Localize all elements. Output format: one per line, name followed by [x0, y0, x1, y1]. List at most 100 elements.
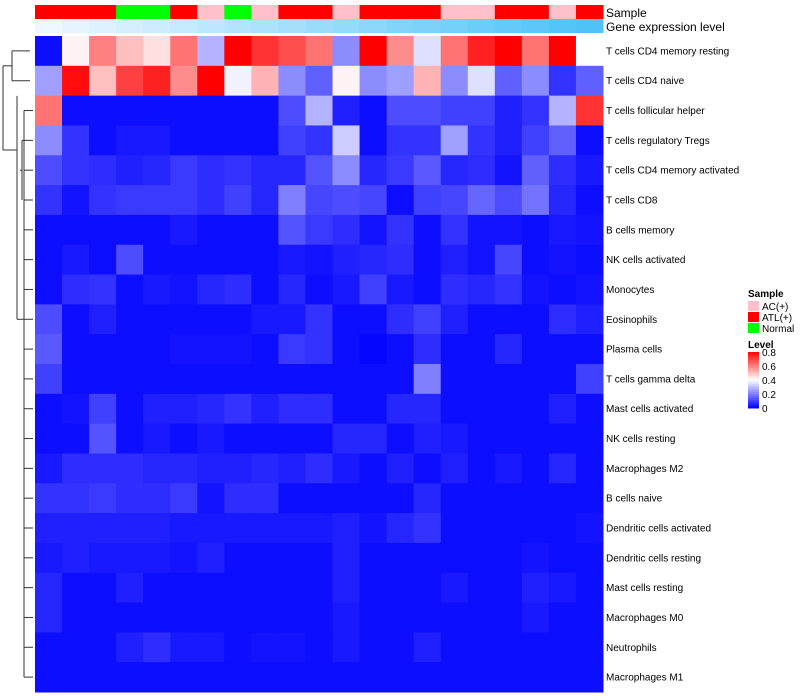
heatmap-cell	[440, 453, 469, 484]
heatmap-cell	[467, 393, 496, 425]
heatmap-cell	[116, 423, 144, 454]
heatmap-cell	[467, 95, 496, 126]
heatmap-cell	[521, 125, 550, 156]
sample-annotation-cell	[251, 5, 279, 19]
heatmap-cell	[224, 513, 252, 544]
heatmap-cell	[440, 423, 469, 454]
heatmap-cell	[251, 65, 279, 97]
row-label: T cells CD4 memory activated	[606, 166, 739, 177]
gene-expression-annotation-label: Gene expression level	[606, 20, 725, 34]
heatmap-cell	[494, 453, 523, 484]
heatmap-cell	[359, 214, 388, 246]
row-label: T cells gamma delta	[606, 374, 696, 385]
sample-annotation-cell	[197, 5, 225, 19]
heatmap-cell	[35, 36, 63, 67]
heatmap-cell	[332, 274, 361, 305]
heatmap-cell	[197, 185, 225, 216]
heatmap-cell	[278, 95, 306, 126]
heatmap-cell	[251, 453, 279, 484]
row-label: NK cells activated	[606, 255, 685, 266]
heatmap-cell	[467, 513, 496, 544]
heatmap-cell	[332, 453, 361, 484]
heatmap-cell	[224, 483, 252, 514]
heatmap-cell	[440, 393, 469, 425]
heatmap-cell	[332, 572, 361, 604]
heatmap-cell	[494, 244, 523, 276]
heatmap-cell	[575, 185, 604, 216]
heatmap-cell	[251, 95, 279, 126]
heatmap-cell	[413, 274, 442, 305]
heatmap-cell	[170, 483, 198, 514]
heatmap-cell	[359, 602, 388, 633]
row-label: Mast cells activated	[606, 404, 693, 415]
heatmap-cell	[467, 155, 496, 186]
heatmap-cell	[251, 185, 279, 216]
heatmap-cell	[116, 662, 144, 693]
heatmap-cell	[494, 185, 523, 216]
heatmap-cell	[35, 364, 63, 395]
heatmap-cell	[494, 662, 523, 693]
heatmap-cell	[386, 513, 415, 544]
heatmap-cell	[143, 364, 171, 395]
heatmap-cell	[521, 662, 550, 693]
level-legend-tick: 0.8	[762, 348, 776, 359]
heatmap-cell	[89, 125, 117, 156]
heatmap-cell	[332, 214, 361, 246]
heatmap-cell	[494, 602, 523, 633]
heatmap-cell	[89, 513, 117, 544]
heatmap-cell	[359, 125, 388, 156]
gene-expression-annotation-cell	[116, 19, 144, 33]
heatmap-cell	[278, 602, 306, 633]
heatmap-cell	[521, 423, 550, 454]
heatmap-cell	[359, 364, 388, 395]
heatmap-cell	[116, 602, 144, 633]
heatmap-cell	[116, 304, 144, 335]
gene-expression-annotation-cell	[305, 19, 334, 33]
heatmap-cell	[62, 632, 90, 663]
heatmap-cell	[305, 483, 334, 514]
heatmap-cell	[62, 185, 90, 216]
heatmap-cell	[170, 542, 198, 574]
heatmap-cell	[224, 185, 252, 216]
heatmap-cell	[170, 632, 198, 663]
heatmap-cell	[386, 244, 415, 276]
row-label: Macrophages M0	[606, 613, 684, 624]
heatmap-cell	[197, 393, 225, 425]
heatmap-cell	[62, 125, 90, 156]
heatmap-cell	[116, 632, 144, 663]
row-label: T cells CD4 naive	[606, 76, 685, 87]
heatmap-cell	[197, 423, 225, 454]
heatmap-cell	[548, 423, 577, 454]
heatmap-cell	[440, 364, 469, 395]
heatmap-cell	[494, 36, 523, 67]
heatmap-cell	[521, 632, 550, 663]
level-legend-segment	[748, 388, 759, 391]
heatmap-cell	[413, 483, 442, 514]
heatmap-cell	[332, 155, 361, 186]
heatmap-cell	[143, 423, 171, 454]
heatmap-cell	[359, 185, 388, 216]
row-dendrogram	[2, 50, 33, 678]
heatmap-cell	[440, 542, 469, 574]
heatmap-cell	[170, 185, 198, 216]
row-label: Plasma cells	[606, 345, 662, 356]
heatmap-cell	[89, 423, 117, 454]
heatmap-cell	[170, 364, 198, 395]
heatmap-cell	[386, 542, 415, 574]
heatmap-cell	[62, 483, 90, 514]
heatmap-cell	[575, 602, 604, 633]
heatmap-cell	[224, 602, 252, 633]
heatmap-cell	[305, 542, 334, 574]
heatmap-cell	[116, 95, 144, 126]
heatmap-cell	[521, 572, 550, 604]
row-label: T cells follicular helper	[606, 106, 705, 117]
level-legend-segment	[748, 358, 759, 361]
heatmap-cell	[305, 334, 334, 365]
heatmap-cell	[305, 453, 334, 484]
heatmap-cell	[521, 274, 550, 305]
heatmap-cell	[332, 185, 361, 216]
heatmap-cell	[35, 423, 63, 454]
heatmap-cell	[197, 602, 225, 633]
heatmap-cell	[89, 334, 117, 365]
heatmap-cell	[251, 36, 279, 67]
